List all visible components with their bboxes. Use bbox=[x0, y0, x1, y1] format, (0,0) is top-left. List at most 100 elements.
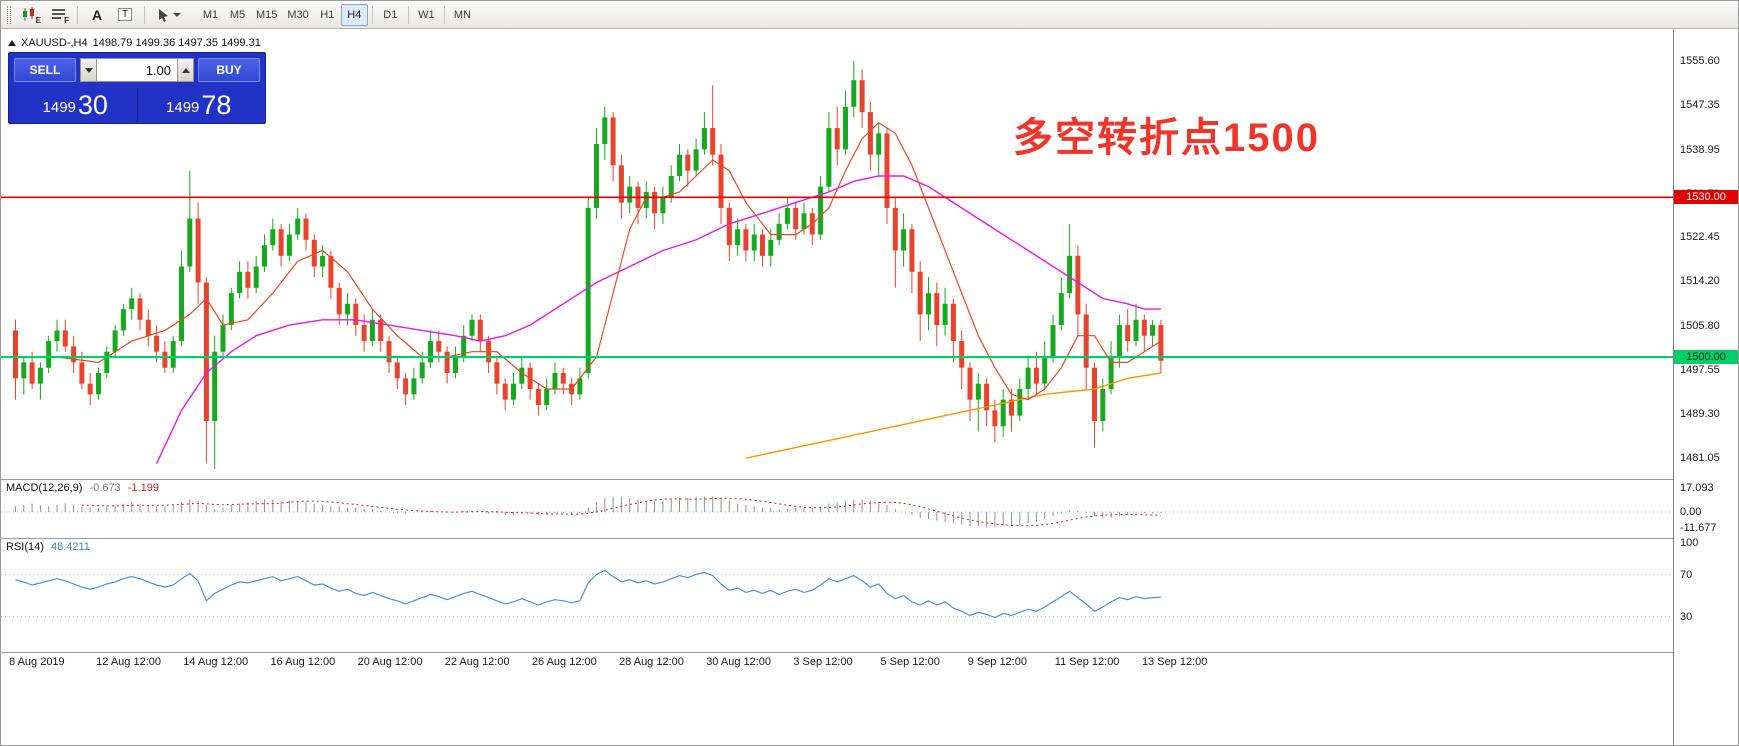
volume-decrease-button[interactable] bbox=[80, 58, 97, 82]
macd-main-value: -0.673 bbox=[89, 482, 121, 494]
axis-tick-label: 1489.30 bbox=[1680, 408, 1720, 421]
axis-tick-label: 1547.35 bbox=[1680, 98, 1720, 111]
toolbar-separator bbox=[443, 5, 445, 24]
chart-title: XAUUSD-,H4 1498.79 1499.36 1497.35 1499.… bbox=[8, 37, 261, 49]
price-divider bbox=[136, 88, 138, 122]
axis-tick-label: -11.677 bbox=[1680, 522, 1717, 535]
chart-symbol-period: XAUUSD-,H4 bbox=[21, 37, 88, 49]
axis-tick-label: 1497.55 bbox=[1680, 364, 1720, 377]
toolbar: E F A T M1 M5 M15 M30 H1 H4 D1 W1 MN bbox=[1, 1, 1738, 29]
timeframe-w1-button[interactable]: W1 bbox=[413, 4, 440, 26]
chart-annotation-text: 多空转折点1500 bbox=[1013, 116, 1320, 160]
lines-glyph bbox=[51, 9, 65, 19]
axis-tick-label: 70 bbox=[1680, 568, 1693, 581]
sell-price-display[interactable]: 1499 30 bbox=[14, 89, 137, 120]
chart-content: XAUUSD-,H4 1498.79 1499.36 1497.35 1499.… bbox=[1, 29, 1738, 745]
axis-tick-label: 30 bbox=[1680, 610, 1693, 623]
buy-price-pips: 78 bbox=[201, 89, 232, 120]
macd-label: MACD(12,26,9) -0.673 -1.199 bbox=[6, 482, 159, 494]
badge-e: E bbox=[35, 15, 41, 25]
timeframe-m5-button[interactable]: M5 bbox=[224, 4, 251, 26]
time-axis-label: 3 Sep 12:00 bbox=[793, 656, 853, 668]
axis-tick-label: 0.00 bbox=[1680, 506, 1702, 518]
time-axis-label: 26 Aug 12:00 bbox=[531, 656, 597, 668]
price-level-tag: 1500.00 bbox=[1674, 350, 1738, 365]
time-axis-label: 13 Sep 12:00 bbox=[1141, 656, 1208, 668]
volume-input[interactable] bbox=[97, 58, 177, 82]
axis-tick-label: 1522.45 bbox=[1680, 231, 1720, 244]
font-tool-icon[interactable]: A bbox=[91, 6, 103, 23]
macd-name: MACD(12,26,9) bbox=[6, 482, 83, 494]
price-level-tag: 1530.00 bbox=[1674, 190, 1738, 205]
timeframe-mn-button[interactable]: MN bbox=[449, 4, 476, 26]
sell-price-pips: 30 bbox=[77, 89, 108, 120]
buy-price-main: 1499 bbox=[166, 98, 200, 116]
volume-increase-button[interactable] bbox=[177, 58, 194, 82]
axis-tick-label: 1514.20 bbox=[1680, 275, 1720, 288]
rsi-value: 48.4211 bbox=[50, 541, 90, 553]
time-axis-label: 14 Aug 12:00 bbox=[183, 656, 249, 668]
time-axis-label: 8 Aug 2019 bbox=[9, 656, 65, 668]
toolbar-separator bbox=[77, 5, 78, 24]
toolbar-separator bbox=[144, 5, 145, 24]
toolbar-drag-handle[interactable] bbox=[7, 5, 11, 24]
time-axis-label: 11 Sep 12:00 bbox=[1054, 656, 1120, 668]
price-axis[interactable]: 1555.601547.351538.951530.701522.451514.… bbox=[1673, 29, 1738, 745]
candlestick-glyph bbox=[23, 7, 34, 21]
chart-bars-icon[interactable]: E bbox=[17, 4, 43, 26]
buy-button[interactable]: BUY bbox=[198, 58, 260, 82]
timeframe-m1-button[interactable]: M1 bbox=[197, 4, 224, 26]
rsi-name: RSI(14) bbox=[6, 541, 44, 553]
text-label-tool-icon[interactable]: T bbox=[112, 4, 138, 26]
time-axis-label: 22 Aug 12:00 bbox=[444, 656, 510, 668]
sell-button[interactable]: SELL bbox=[14, 58, 76, 82]
axis-tick-label: 1538.95 bbox=[1680, 143, 1720, 156]
toolbar-separator bbox=[407, 5, 409, 24]
price-chart-panel[interactable]: XAUUSD-,H4 1498.79 1499.36 1497.35 1499.… bbox=[1, 29, 1673, 479]
axis-tick-label: 100 bbox=[1680, 537, 1699, 549]
axis-tick-label: 1555.60 bbox=[1680, 54, 1720, 67]
time-axis-label: 20 Aug 12:00 bbox=[357, 656, 423, 668]
trade-controls-row: SELL BUY bbox=[14, 57, 260, 83]
time-axis[interactable]: 8 Aug 2019 12 Aug 12:00 14 Aug 12:00 16 Aug… bbox=[1, 652, 1673, 672]
time-axis-label: 12 Aug 12:00 bbox=[96, 656, 161, 668]
price-chart-canvas[interactable] bbox=[1, 29, 1673, 479]
triangle-up-icon bbox=[181, 67, 190, 73]
macd-indicator-panel[interactable]: MACD(12,26,9) -0.673 -1.199 bbox=[1, 479, 1673, 538]
rsi-label: RSI(14) 48.4211 bbox=[6, 541, 90, 553]
rsi-canvas[interactable] bbox=[1, 539, 1673, 652]
macd-signal-value: -1.199 bbox=[127, 482, 159, 494]
timeframe-m30-button[interactable]: M30 bbox=[282, 4, 313, 26]
trade-prices-row: 1499 30 1499 78 bbox=[14, 85, 260, 125]
time-axis-label: 28 Aug 12:00 bbox=[619, 656, 684, 668]
toolbar-separator bbox=[371, 5, 373, 24]
timeframe-m15-button[interactable]: M15 bbox=[251, 4, 282, 26]
axis-tick-label: 1505.80 bbox=[1680, 320, 1720, 333]
time-axis-label: 9 Sep 12:00 bbox=[967, 656, 1027, 668]
chevron-down-icon bbox=[173, 12, 181, 17]
one-click-trading-panel: SELL BUY 1499 30 bbox=[8, 52, 266, 124]
axis-tick-label: 1481.05 bbox=[1680, 451, 1720, 464]
time-axis-label: 30 Aug 12:00 bbox=[706, 656, 772, 668]
time-axis-label: 16 Aug 12:00 bbox=[270, 656, 336, 668]
timeframe-h4-button[interactable]: H4 bbox=[340, 3, 368, 26]
timeframe-h1-button[interactable]: H1 bbox=[314, 4, 341, 26]
badge-f: F bbox=[64, 15, 69, 25]
cursor-glyph bbox=[159, 8, 168, 22]
volume-stepper bbox=[80, 58, 194, 82]
axis-tick-label: 17.093 bbox=[1680, 482, 1714, 495]
buy-price-display[interactable]: 1499 78 bbox=[138, 89, 261, 120]
empty-space bbox=[1, 672, 1673, 745]
triangle-down-icon bbox=[84, 67, 93, 73]
macd-canvas[interactable] bbox=[1, 480, 1673, 538]
sell-price-main: 1499 bbox=[42, 98, 76, 116]
cursor-dropdown-icon[interactable] bbox=[151, 4, 187, 26]
timeframe-button-group: M1 M5 M15 M30 H1 H4 D1 W1 MN bbox=[197, 3, 476, 26]
timeframe-d1-button[interactable]: D1 bbox=[377, 4, 404, 26]
expand-triangle-icon[interactable] bbox=[8, 40, 16, 46]
rsi-indicator-panel[interactable]: RSI(14) 48.4211 bbox=[1, 538, 1673, 652]
time-axis-label: 5 Sep 12:00 bbox=[880, 656, 940, 668]
plot-column: XAUUSD-,H4 1498.79 1499.36 1497.35 1499.… bbox=[1, 29, 1673, 745]
profiles-icon[interactable]: F bbox=[45, 4, 71, 26]
